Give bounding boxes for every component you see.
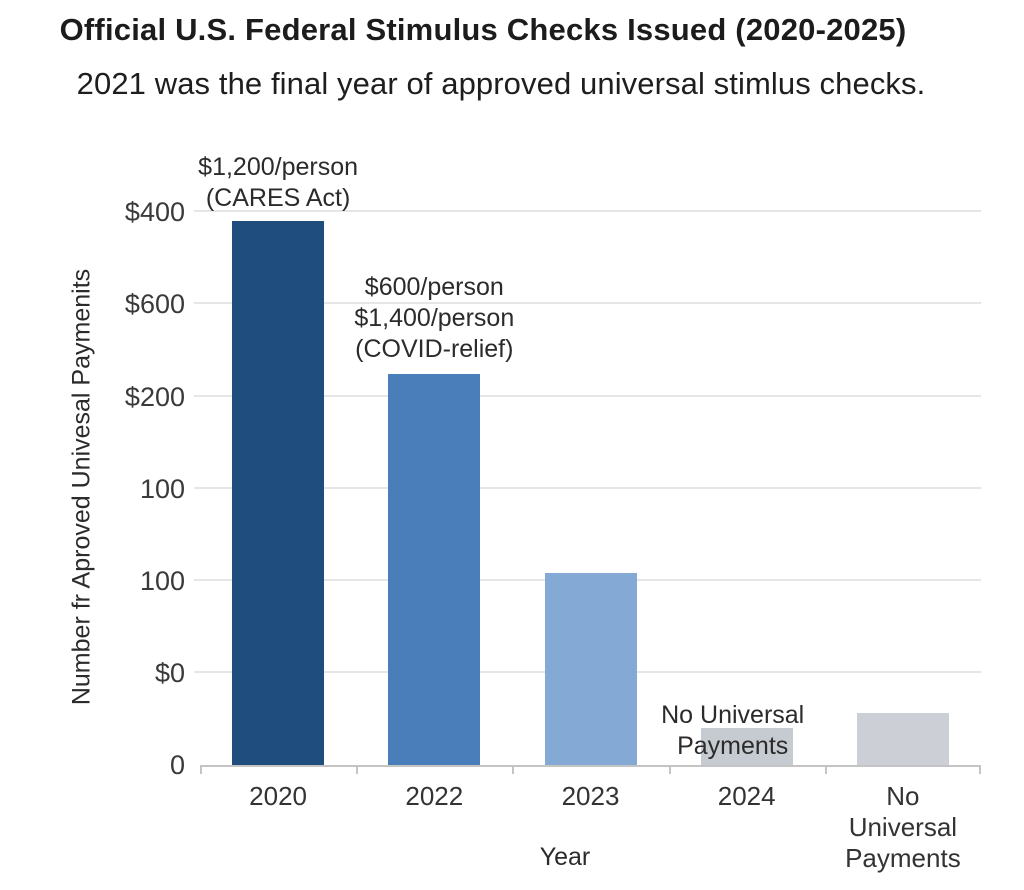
x-tick-label: 2023 [561, 781, 620, 811]
gridline [194, 486, 981, 489]
x-tick-mark [979, 765, 981, 774]
bar-2022 [388, 373, 481, 765]
gridline [194, 394, 981, 397]
y-tick-label: $0 [154, 657, 185, 688]
y-tick-label: $400 [124, 197, 185, 228]
gridline [194, 210, 981, 213]
bar-annotation: No Universal Payments [661, 701, 805, 760]
plot-area: $1,200/person (CARES Act) $600/person $1,… [194, 153, 981, 774]
bar-2020 [232, 220, 325, 765]
gridline [194, 302, 981, 305]
x-axis-title: Year [539, 843, 591, 871]
y-tick-label: 100 [139, 565, 185, 596]
y-tick-label: $600 [124, 289, 185, 320]
bar-no-universal-payments [856, 713, 949, 765]
bar-annotation: $600/person $1,400/person (COVID-relief) [354, 273, 515, 363]
bar-2023 [544, 572, 637, 765]
x-tick-mark [668, 765, 671, 774]
bar-annotation: $1,200/person (CARES Act) [198, 153, 359, 212]
x-tick-mark [200, 765, 202, 774]
x-tick-label: 2022 [405, 781, 464, 811]
y-tick-label: 0 [169, 750, 185, 780]
x-tick-label: 2024 [717, 781, 776, 811]
x-tick-mark [356, 765, 359, 774]
y-tick-label: $200 [124, 381, 185, 412]
bar-2024 [700, 728, 793, 765]
x-tick-label: No Universal Payments [845, 781, 961, 873]
y-tick-label: 100 [139, 473, 185, 504]
x-tick-label: 2020 [249, 781, 308, 811]
x-tick-mark [824, 765, 827, 774]
chart-title: Official U.S. Federal Stimulus Checks Is… [59, 12, 907, 47]
x-tick-mark [512, 765, 515, 774]
chart-subtitle: 2021 was the final year of approved univ… [76, 66, 926, 101]
y-axis-tick-labels: 0 $0 100 100 $200 $600 $400 [0, 198, 185, 779]
